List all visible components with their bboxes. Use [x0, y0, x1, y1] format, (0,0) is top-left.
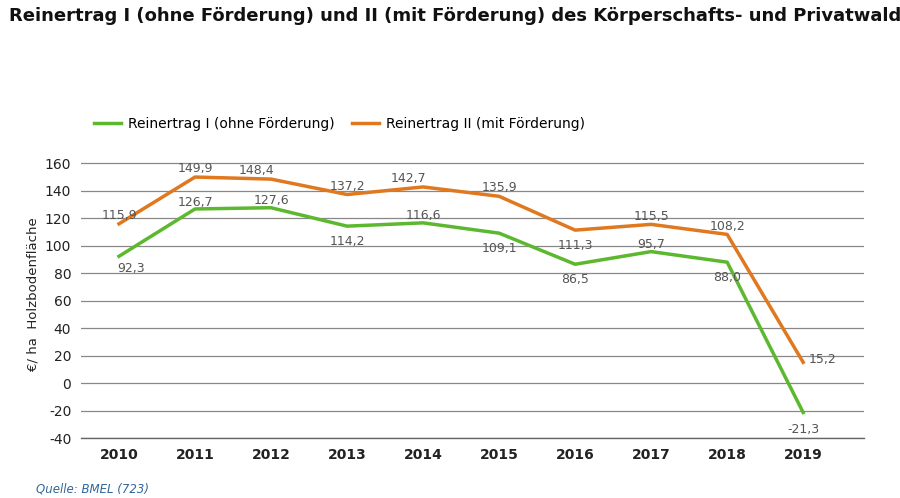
Reinertrag I (ohne Förderung) — [645, 249, 656, 254]
Text: 137,2: 137,2 — [329, 180, 364, 193]
Text: 88,0: 88,0 — [713, 271, 742, 284]
Reinertrag II (mit Förderung) — [418, 184, 428, 190]
Reinertrag I (ohne Förderung) — [266, 205, 276, 211]
Text: 92,3: 92,3 — [118, 262, 145, 275]
Text: 86,5: 86,5 — [562, 273, 590, 286]
Reinertrag II (mit Förderung) — [722, 232, 733, 238]
Text: 135,9: 135,9 — [482, 181, 517, 194]
Text: 148,4: 148,4 — [238, 164, 274, 177]
Text: 115,9: 115,9 — [101, 209, 137, 222]
Text: 111,3: 111,3 — [557, 239, 593, 252]
Text: 15,2: 15,2 — [809, 353, 836, 366]
Text: 109,1: 109,1 — [482, 242, 517, 255]
Reinertrag I (ohne Förderung) — [342, 223, 353, 229]
Line: Reinertrag II (mit Förderung): Reinertrag II (mit Förderung) — [119, 177, 803, 363]
Text: 127,6: 127,6 — [253, 194, 289, 207]
Legend: Reinertrag I (ohne Förderung), Reinertrag II (mit Förderung): Reinertrag I (ohne Förderung), Reinertra… — [88, 112, 590, 136]
Reinertrag I (ohne Förderung) — [797, 409, 808, 415]
Y-axis label: €/ ha  Holzbodenfläche: €/ ha Holzbodenfläche — [26, 217, 40, 371]
Text: Reinertrag I (ohne Förderung) und II (mit Förderung) des Körperschafts- und Priv: Reinertrag I (ohne Förderung) und II (mi… — [9, 7, 900, 25]
Reinertrag II (mit Förderung) — [113, 221, 124, 227]
Reinertrag II (mit Förderung) — [570, 227, 580, 233]
Text: 142,7: 142,7 — [391, 172, 426, 185]
Reinertrag I (ohne Förderung) — [190, 206, 201, 212]
Reinertrag II (mit Förderung) — [190, 174, 201, 180]
Reinertrag I (ohne Förderung) — [418, 220, 428, 226]
Reinertrag I (ohne Förderung) — [722, 259, 733, 265]
Text: 126,7: 126,7 — [177, 196, 212, 209]
Reinertrag I (ohne Förderung) — [570, 261, 580, 267]
Reinertrag II (mit Förderung) — [645, 222, 656, 228]
Text: 95,7: 95,7 — [637, 238, 665, 251]
Text: Quelle: BMEL (723): Quelle: BMEL (723) — [36, 483, 149, 496]
Text: 149,9: 149,9 — [177, 162, 212, 175]
Reinertrag II (mit Förderung) — [342, 192, 353, 198]
Reinertrag II (mit Förderung) — [266, 176, 276, 182]
Text: 116,6: 116,6 — [405, 209, 441, 223]
Reinertrag II (mit Förderung) — [494, 193, 505, 199]
Reinertrag II (mit Förderung) — [797, 360, 808, 366]
Text: 114,2: 114,2 — [329, 235, 364, 248]
Line: Reinertrag I (ohne Förderung): Reinertrag I (ohne Förderung) — [119, 208, 803, 412]
Reinertrag I (ohne Förderung) — [494, 230, 505, 236]
Text: 108,2: 108,2 — [709, 220, 745, 233]
Reinertrag I (ohne Förderung) — [113, 253, 124, 259]
Text: -21,3: -21,3 — [788, 423, 819, 436]
Text: 115,5: 115,5 — [634, 210, 669, 223]
